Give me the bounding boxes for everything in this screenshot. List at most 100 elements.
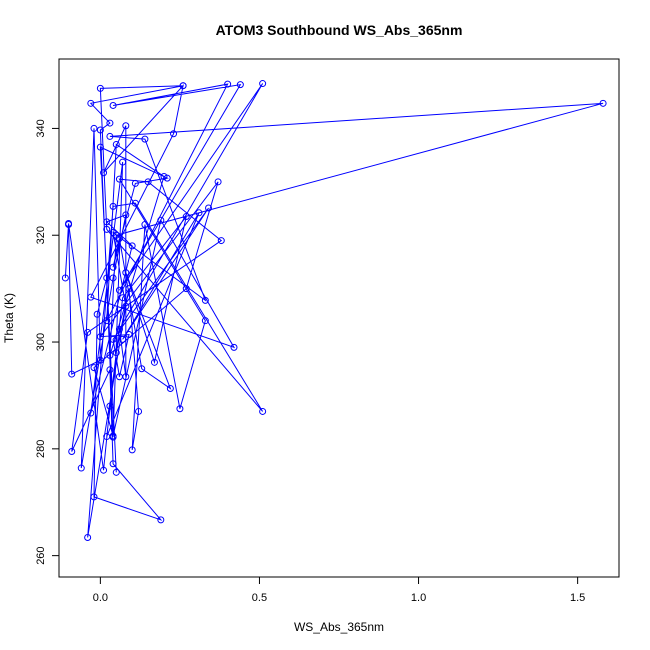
data-point	[182, 285, 190, 293]
data-point	[106, 119, 114, 127]
data-point	[96, 356, 104, 364]
data-point	[144, 178, 152, 186]
data-point	[109, 263, 117, 271]
data-point	[236, 81, 244, 89]
data-point	[100, 169, 108, 177]
y-axis-label: Theta (K)	[2, 293, 16, 343]
data-point	[128, 446, 136, 454]
data-point	[259, 407, 267, 415]
data-point	[96, 126, 104, 134]
x-tick-label: 1.5	[570, 592, 585, 604]
data-point	[87, 293, 95, 301]
data-point	[150, 358, 158, 366]
data-point	[112, 140, 120, 148]
x-tick-label: 0.5	[252, 592, 267, 604]
y-tick-label: 300	[35, 333, 47, 351]
data-point	[205, 204, 213, 212]
data-point	[68, 370, 76, 378]
data-point	[214, 178, 222, 186]
series-line	[64, 83, 604, 538]
data-point	[109, 101, 117, 109]
data-point	[201, 296, 209, 304]
data-point	[119, 158, 127, 166]
data-point	[103, 317, 111, 325]
data-point	[112, 468, 120, 476]
data-point	[160, 172, 168, 180]
data-point	[138, 365, 146, 373]
data-point	[106, 132, 114, 140]
x-axis: 0.0 0.5 1.0 1.5	[93, 576, 585, 604]
data-point	[109, 229, 117, 237]
data-point	[131, 179, 139, 187]
data-point	[135, 407, 143, 415]
data-point	[106, 366, 114, 374]
data-point	[87, 99, 95, 107]
data-point	[90, 493, 98, 501]
data-point	[96, 143, 104, 151]
data-point	[170, 130, 178, 138]
data-point	[106, 402, 114, 410]
data-point	[90, 364, 98, 372]
data-point	[176, 405, 184, 413]
series-layer	[61, 80, 607, 541]
data-point	[122, 122, 130, 130]
data-point	[201, 317, 209, 325]
data-point	[96, 333, 104, 341]
y-tick-label: 280	[35, 440, 47, 458]
data-point	[125, 331, 133, 339]
data-point	[90, 124, 98, 132]
data-point	[195, 209, 203, 217]
data-point	[122, 302, 130, 310]
data-point	[122, 373, 130, 381]
data-point	[182, 213, 190, 221]
data-point	[119, 294, 127, 302]
y-tick-label: 260	[35, 546, 47, 564]
data-point	[125, 285, 133, 293]
data-point	[141, 135, 149, 143]
data-point	[65, 221, 73, 229]
data-point	[68, 448, 76, 456]
data-point	[77, 464, 85, 472]
x-axis-label: WS_Abs_365nm	[294, 620, 384, 634]
x-tick-label: 0.0	[93, 592, 108, 604]
data-point	[166, 384, 174, 392]
data-point	[109, 460, 117, 468]
data-point	[217, 237, 225, 245]
chart-title: ATOM3 Southbound WS_Abs_365nm	[216, 22, 463, 38]
data-point	[115, 286, 123, 294]
data-point	[84, 328, 92, 336]
y-tick-label: 320	[35, 226, 47, 244]
data-point	[103, 225, 111, 233]
data-point	[179, 82, 187, 90]
y-axis: 260 280 300 320 340	[35, 119, 60, 565]
data-point	[109, 335, 117, 343]
data-point	[119, 335, 127, 343]
data-point	[93, 310, 101, 318]
data-point	[131, 199, 139, 207]
data-point	[100, 466, 108, 474]
data-point	[599, 99, 607, 107]
data-point	[157, 516, 165, 524]
data-point	[112, 349, 120, 357]
data-point	[157, 216, 165, 224]
data-point	[224, 80, 232, 88]
data-point	[84, 533, 92, 541]
x-tick-label: 1.0	[411, 592, 426, 604]
data-point	[115, 175, 123, 183]
data-point	[128, 242, 136, 250]
y-tick-label: 340	[35, 119, 47, 137]
data-point	[109, 202, 117, 210]
data-point	[122, 211, 130, 219]
data-point	[122, 269, 130, 277]
data-point	[259, 80, 267, 88]
data-point	[106, 351, 114, 359]
data-point	[61, 274, 69, 282]
data-point	[109, 433, 117, 441]
data-point	[103, 218, 111, 226]
data-point	[115, 325, 123, 333]
data-point	[96, 84, 104, 92]
data-point	[141, 221, 149, 229]
data-point	[230, 343, 238, 351]
